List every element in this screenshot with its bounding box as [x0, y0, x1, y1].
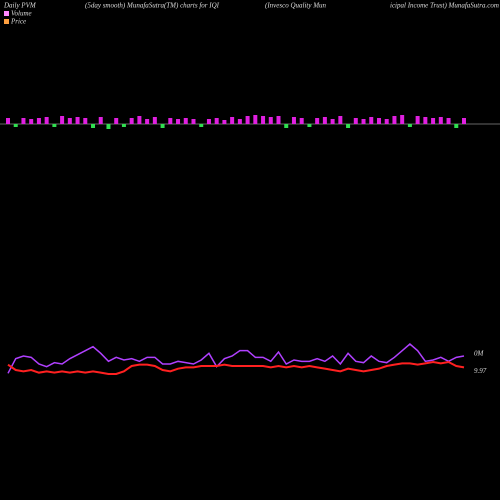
bar — [137, 116, 142, 124]
bar — [307, 124, 312, 127]
bar — [369, 117, 374, 124]
line — [7, 343, 465, 374]
bar — [376, 118, 381, 124]
bar — [245, 116, 250, 124]
bar — [462, 118, 466, 124]
bar — [338, 116, 343, 124]
bar — [268, 117, 273, 124]
bar — [299, 118, 304, 124]
bar — [206, 119, 211, 124]
bar — [145, 119, 150, 124]
bar — [152, 117, 157, 124]
bar — [75, 117, 80, 124]
bar — [353, 118, 358, 124]
bar — [315, 118, 320, 124]
bar — [230, 117, 235, 124]
bar — [346, 124, 351, 128]
bar — [168, 118, 173, 124]
bar — [392, 116, 397, 124]
chart-title: (5day smooth) MunafaSutra(TM) charts for… — [85, 2, 220, 10]
bar — [44, 117, 49, 124]
bar — [98, 117, 103, 124]
bar — [291, 117, 296, 124]
chart-title: (Invesco Quality Mun — [265, 2, 327, 10]
chart-title: icipal Income Trust) MunafaSutra.com — [390, 2, 499, 10]
bar — [261, 116, 266, 124]
end-label: 9.97 — [474, 367, 487, 375]
bar — [431, 118, 436, 124]
bar — [415, 116, 420, 124]
bar — [29, 119, 34, 124]
bar — [384, 119, 389, 124]
bar — [400, 115, 405, 124]
bar — [237, 119, 242, 124]
bar — [361, 119, 366, 124]
chart-title: Daily PVM — [3, 2, 37, 10]
bar — [407, 124, 412, 127]
bar — [67, 118, 72, 124]
bar — [438, 117, 443, 124]
bar — [106, 124, 111, 129]
bar — [52, 124, 57, 127]
legend-swatch — [4, 19, 9, 24]
line — [7, 360, 465, 375]
legend-swatch — [4, 11, 9, 16]
bar — [36, 118, 41, 124]
bar — [330, 119, 335, 124]
bar — [191, 119, 196, 124]
legend-label: Price — [10, 18, 26, 26]
bar — [454, 124, 459, 128]
bar — [21, 118, 26, 124]
bar — [91, 124, 96, 128]
bar — [60, 116, 65, 124]
bar — [13, 124, 18, 127]
bar — [322, 117, 327, 124]
bar — [222, 120, 227, 124]
bar — [129, 118, 134, 124]
bar — [160, 124, 165, 128]
bar — [214, 118, 219, 124]
bar — [83, 118, 88, 124]
bar — [284, 124, 289, 128]
bar — [276, 116, 281, 124]
bar — [253, 115, 258, 124]
bar — [114, 118, 119, 124]
bar — [121, 124, 126, 127]
bar — [183, 118, 188, 124]
end-label: 0M — [474, 350, 485, 358]
bar — [423, 117, 428, 124]
legend-label: Volume — [11, 10, 32, 18]
bar — [446, 118, 451, 124]
bar — [176, 119, 181, 124]
bar — [6, 118, 10, 124]
bar — [199, 124, 204, 127]
